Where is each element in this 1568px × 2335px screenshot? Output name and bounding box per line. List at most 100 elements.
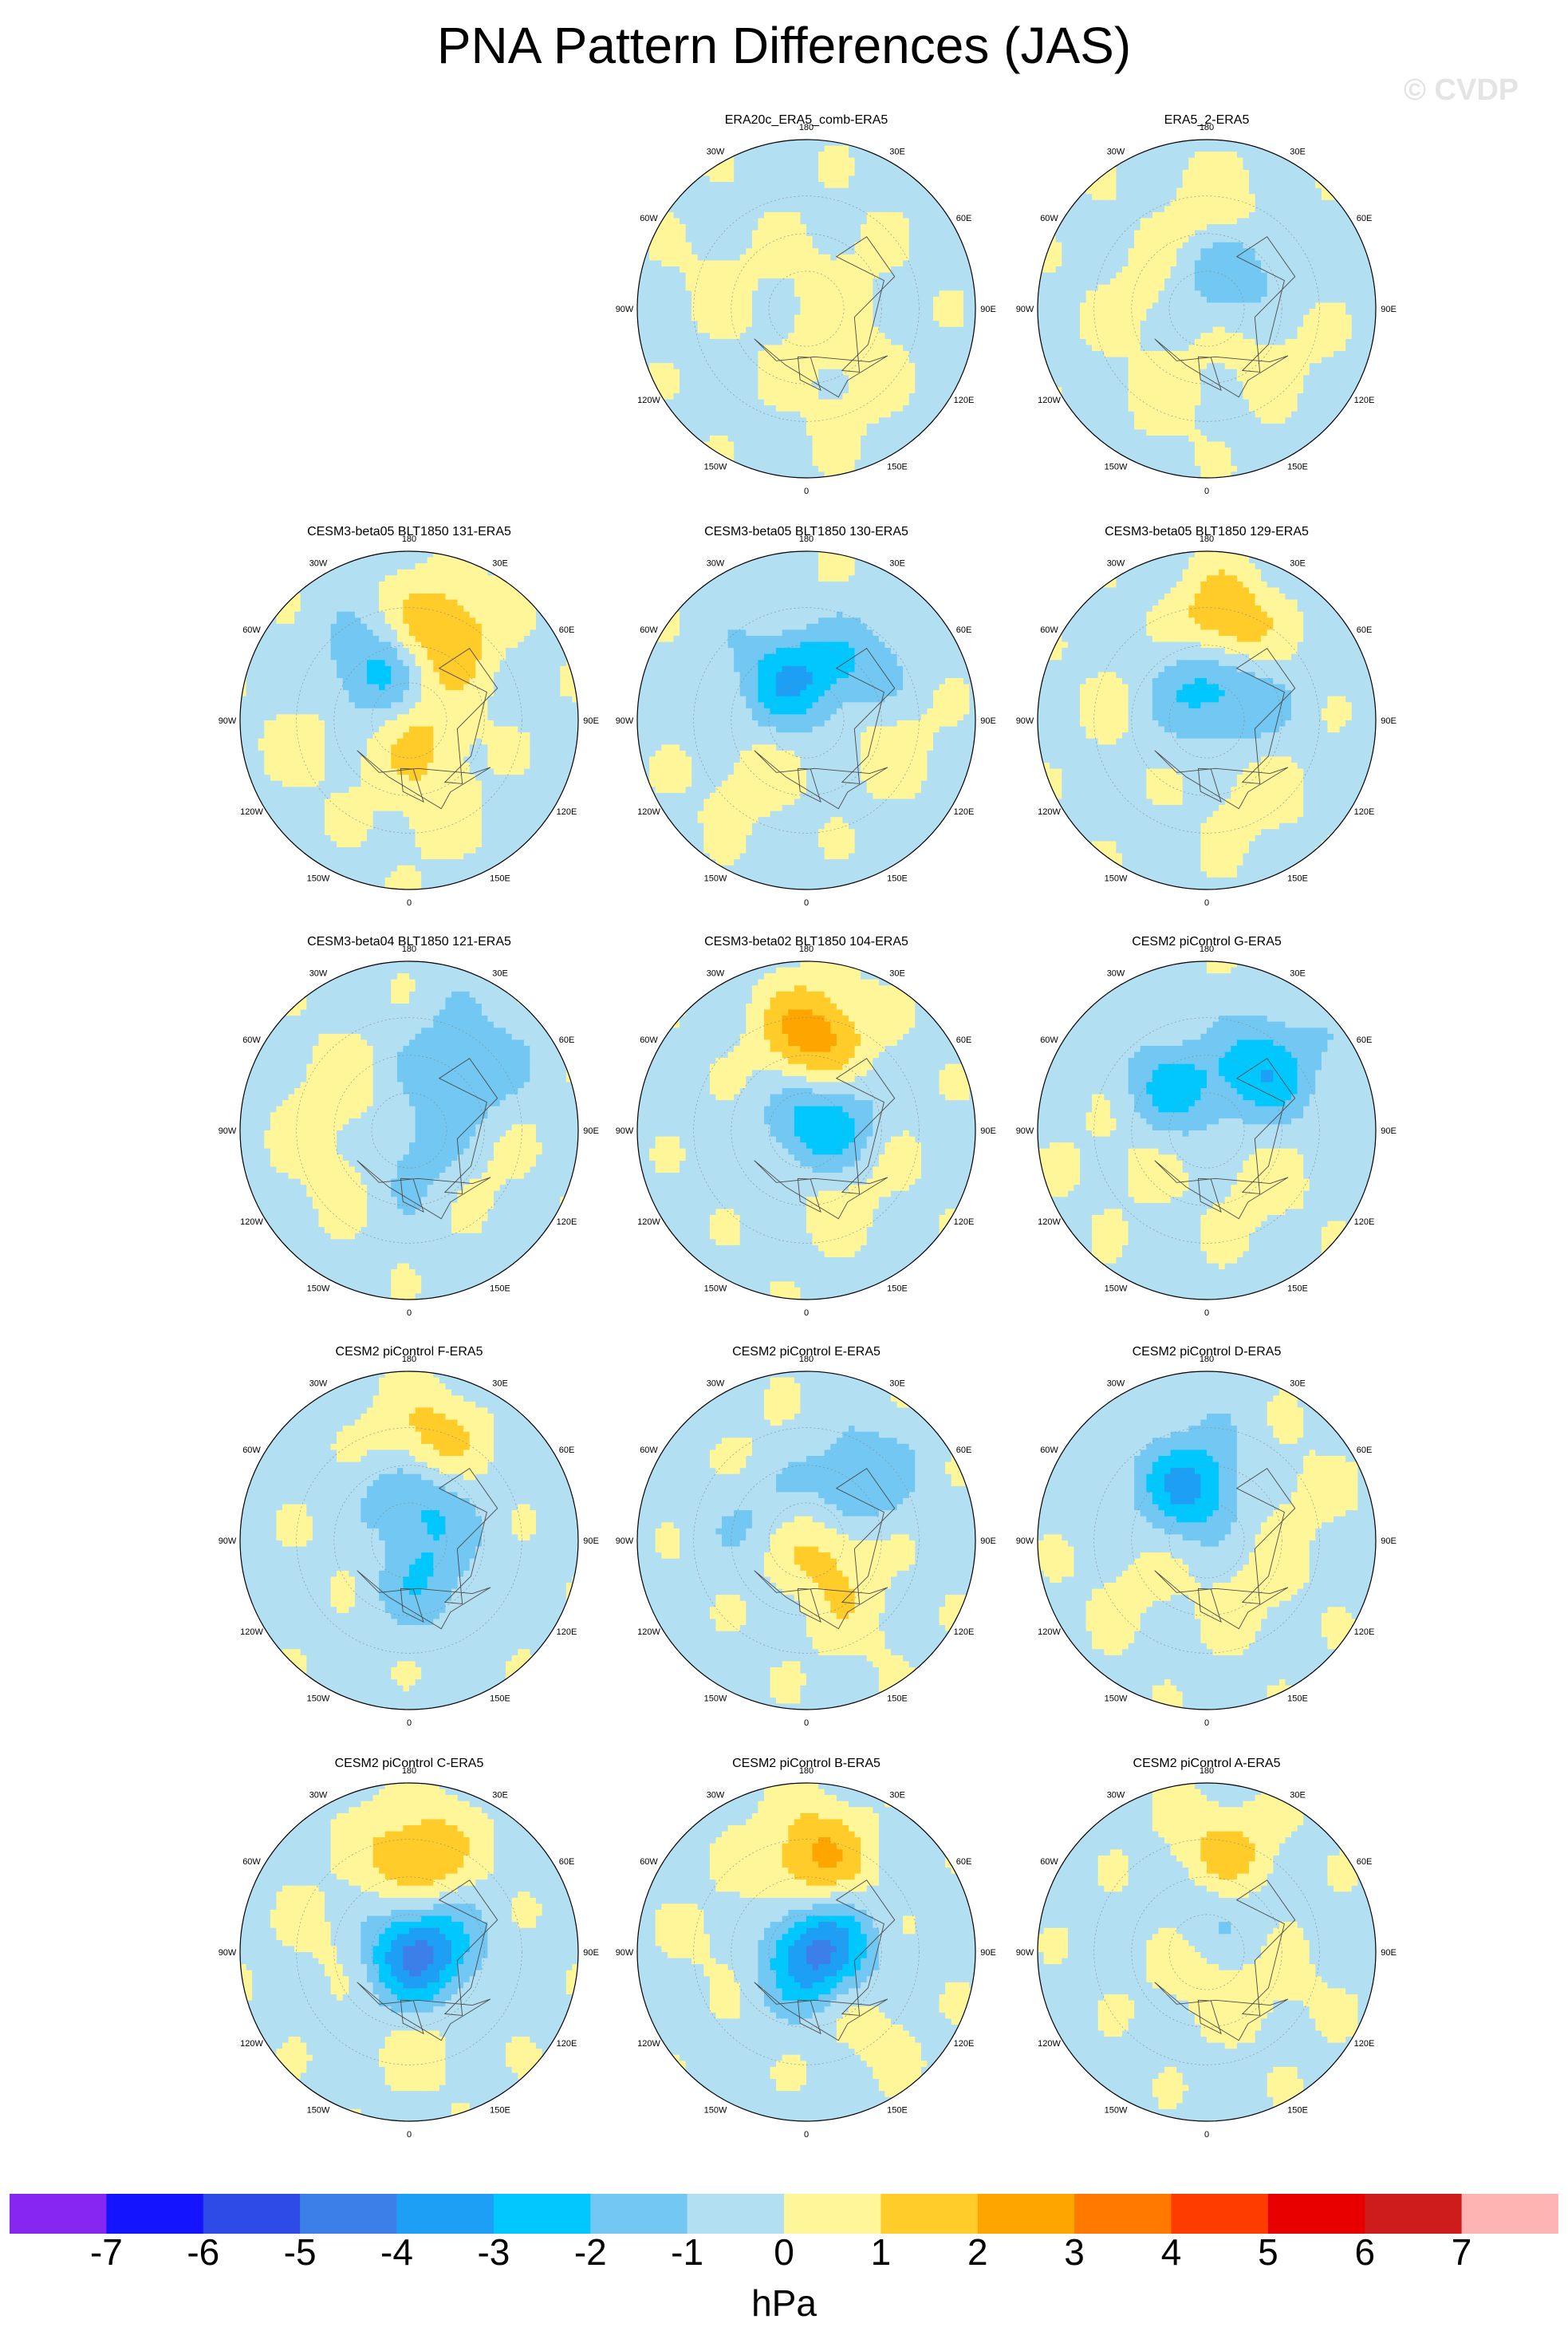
- anomaly-cell: [691, 266, 699, 274]
- anomaly-cell: [703, 260, 711, 267]
- anomaly-cell: [1067, 393, 1075, 400]
- anomaly-cell: [1188, 260, 1196, 267]
- anomaly-cell: [709, 411, 717, 418]
- anomaly-cell: [818, 290, 825, 298]
- anomaly-cell: [1273, 411, 1280, 418]
- anomaly-cell: [1140, 314, 1147, 321]
- anomaly-cell: [764, 448, 771, 455]
- anomaly-cell: [1315, 290, 1322, 298]
- anomaly-cell: [739, 248, 747, 255]
- anomaly-cell: [1261, 242, 1268, 249]
- anomaly-cell: [746, 182, 753, 189]
- anomaly-cell: [1122, 218, 1129, 225]
- anomaly-cell: [806, 164, 814, 171]
- anomaly-cell: [751, 278, 759, 286]
- anomaly-cell: [1231, 199, 1238, 207]
- anomaly-cell: [667, 230, 675, 237]
- anomaly-cell: [1212, 206, 1219, 213]
- anomaly-cell: [667, 363, 675, 370]
- anomaly-cell: [1224, 441, 1231, 448]
- anomaly-cell: [1291, 164, 1298, 171]
- anomaly-cell: [1243, 260, 1250, 267]
- anomaly-cell: [927, 321, 934, 328]
- anomaly-cell: [1128, 296, 1135, 304]
- anomaly-cell: [908, 296, 916, 304]
- anomaly-cell: [1122, 236, 1129, 243]
- anomaly-cell: [722, 338, 729, 346]
- anomaly-cell: [830, 164, 837, 171]
- anomaly-cell: [1074, 248, 1081, 255]
- anomaly-cell: [1152, 405, 1160, 412]
- anomaly-cell: [697, 290, 704, 298]
- anomaly-cell: [1170, 465, 1177, 473]
- anomaly-cell: [800, 309, 807, 316]
- anomaly-cell: [1043, 321, 1050, 328]
- anomaly-cell: [1164, 224, 1172, 231]
- anomaly-cell: [770, 381, 777, 389]
- anomaly-cell: [1212, 296, 1219, 304]
- anomaly-cell: [1158, 260, 1165, 267]
- anomaly-cell: [800, 363, 807, 370]
- anomaly-cell: [1291, 338, 1298, 346]
- anomaly-cell: [1170, 218, 1177, 225]
- anomaly-cell: [1128, 399, 1135, 406]
- anomaly-cell: [649, 284, 656, 291]
- anomaly-cell: [1188, 314, 1196, 321]
- anomaly-cell: [927, 224, 934, 231]
- anomaly-cell: [794, 230, 802, 237]
- anomaly-cell: [764, 465, 771, 473]
- anomaly-cell: [1140, 381, 1147, 389]
- anomaly-cell: [933, 272, 940, 279]
- anomaly-cell: [1315, 429, 1322, 436]
- anomaly-cell: [727, 224, 735, 231]
- anomaly-cell: [1152, 436, 1160, 443]
- anomaly-cell: [806, 411, 814, 418]
- anomaly-cell: [1188, 266, 1196, 274]
- anomaly-cell: [1170, 224, 1177, 231]
- anomaly-cell: [715, 436, 723, 443]
- anomaly-cell: [1321, 230, 1329, 237]
- anomaly-cell: [727, 321, 735, 328]
- anomaly-cell: [770, 375, 777, 382]
- anomaly-cell: [1164, 351, 1172, 358]
- anomaly-cell: [661, 224, 668, 231]
- anomaly-cell: [915, 423, 922, 431]
- anomaly-cell: [1122, 441, 1129, 448]
- anomaly-cell: [849, 230, 856, 237]
- anomaly-cell: [1219, 272, 1226, 279]
- anomaly-cell: [1128, 242, 1135, 249]
- anomaly-cell: [758, 254, 765, 262]
- anomaly-cell: [1231, 302, 1238, 310]
- anomaly-cell: [920, 411, 928, 418]
- anomaly-cell: [1176, 248, 1184, 255]
- anomaly-cell: [1067, 345, 1075, 352]
- anomaly-cell: [824, 369, 831, 376]
- anomaly-cell: [1134, 254, 1141, 262]
- anomaly-cell: [1267, 441, 1274, 448]
- anomaly-cell: [715, 429, 723, 436]
- anomaly-cell: [1176, 363, 1184, 370]
- anomaly-cell: [1176, 254, 1184, 262]
- anomaly-cell: [915, 405, 922, 412]
- anomaly-cell: [1243, 296, 1250, 304]
- anomaly-cell: [1050, 314, 1057, 321]
- anomaly-cell: [957, 266, 964, 274]
- anomaly-cell: [1122, 296, 1129, 304]
- anomaly-cell: [1327, 242, 1334, 249]
- anomaly-cell: [866, 176, 873, 183]
- anomaly-cell: [1243, 393, 1250, 400]
- anomaly-cell: [1315, 302, 1322, 310]
- anomaly-cell: [1297, 248, 1304, 255]
- anomaly-cell: [734, 224, 741, 231]
- anomaly-cell: [727, 448, 735, 455]
- anomaly-cell: [1224, 218, 1231, 225]
- anomaly-cell: [1224, 211, 1231, 219]
- anomaly-cell: [1176, 260, 1184, 267]
- anomaly-cell: [1164, 460, 1172, 467]
- anomaly-cell: [697, 357, 704, 364]
- anomaly-cell: [1158, 230, 1165, 237]
- anomaly-cell: [722, 436, 729, 443]
- anomaly-cell: [806, 242, 814, 249]
- anomaly-cell: [1097, 290, 1105, 298]
- anomaly-cell: [939, 326, 946, 333]
